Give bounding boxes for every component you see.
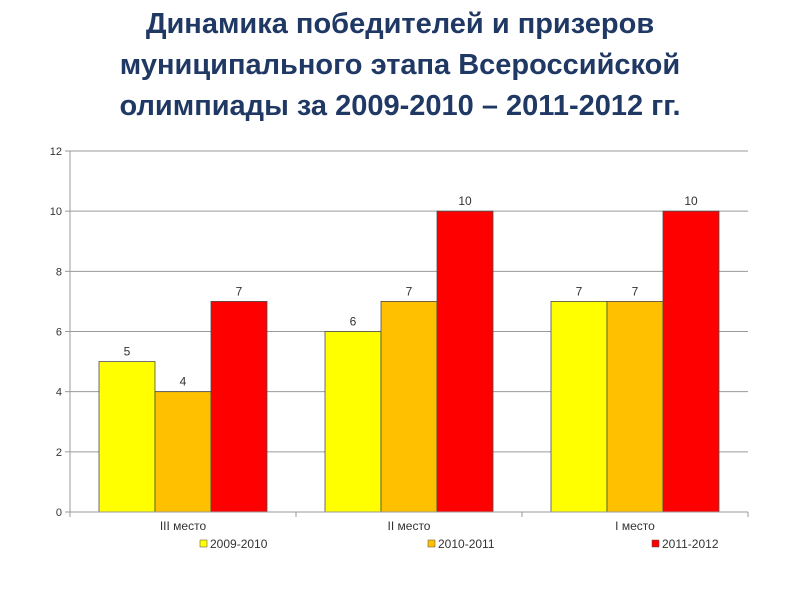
data-label: 7 xyxy=(576,284,583,298)
y-tick-label: 2 xyxy=(56,447,62,459)
y-tick-label: 4 xyxy=(56,387,62,399)
legend-label: 2009-2010 xyxy=(210,537,268,551)
y-axis-ticks: 0 2 4 6 8 10 12 xyxy=(50,146,62,519)
legend-item: 2011-2012 xyxy=(651,537,719,551)
title-line-3: олимпиады за 2009-2010 – 2011-2012 гг. xyxy=(119,90,681,122)
title-line-2: муниципального этапа Всероссийской xyxy=(119,49,681,81)
bars xyxy=(98,210,720,513)
legend: 2009-2010 2010-2011 2011-2012 xyxy=(199,537,719,551)
y-tick-label: 10 xyxy=(50,206,62,218)
legend-item: 2010-2011 xyxy=(427,537,495,551)
title-line-1: Динамика победителей и призеров xyxy=(145,8,655,40)
legend-swatch xyxy=(651,539,660,548)
x-tick-label: II место xyxy=(388,519,431,533)
y-tick-label: 12 xyxy=(50,146,62,158)
bar xyxy=(210,301,268,513)
bar xyxy=(606,301,664,513)
bar xyxy=(550,301,608,513)
legend-label: 2010-2011 xyxy=(438,537,495,551)
bar xyxy=(324,331,382,513)
axes xyxy=(65,150,749,517)
legend-item: 2009-2010 xyxy=(199,537,268,551)
data-label: 7 xyxy=(632,284,639,298)
y-tick-label: 6 xyxy=(56,327,62,339)
bar xyxy=(662,210,720,513)
data-label: 5 xyxy=(124,345,131,359)
data-label: 10 xyxy=(684,194,698,208)
bar xyxy=(380,301,438,513)
y-tick-label: 8 xyxy=(56,266,62,278)
data-label: 7 xyxy=(236,284,243,298)
legend-label: 2011-2012 xyxy=(662,537,719,551)
data-labels: 5 4 7 6 7 10 7 7 10 xyxy=(124,194,698,388)
legend-swatch xyxy=(199,539,208,548)
x-tick-label: I место xyxy=(615,519,655,533)
legend-swatch xyxy=(427,539,436,548)
data-label: 4 xyxy=(180,375,187,389)
data-label: 7 xyxy=(406,284,413,298)
x-axis-ticks: III место II место I место xyxy=(160,519,655,533)
bar xyxy=(154,391,212,513)
data-label: 10 xyxy=(458,194,472,208)
data-label: 6 xyxy=(350,315,357,329)
slide-title: Динамика победителей и призеров муниципа… xyxy=(20,4,780,127)
bar xyxy=(98,361,156,513)
y-tick-label: 0 xyxy=(56,507,62,519)
x-tick-label: III место xyxy=(160,519,207,533)
bar xyxy=(436,210,494,513)
